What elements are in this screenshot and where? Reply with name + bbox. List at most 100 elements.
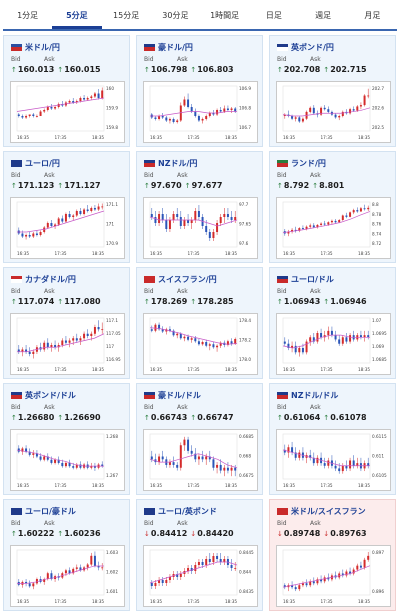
candle-body: [320, 579, 323, 582]
candle-body: [208, 559, 211, 562]
x-tick-label: 18:35: [358, 367, 370, 372]
candle-body: [168, 220, 171, 229]
mini-chart[interactable]: 0.6685 0.668 0.6675 16:35 17:35 18:35: [143, 429, 258, 491]
trend-arrow-icon: ↑: [277, 66, 283, 74]
tab-6[interactable]: 週足: [315, 11, 332, 20]
tab-0[interactable]: 1分足: [17, 11, 39, 20]
pair-name[interactable]: ユーロ/円: [25, 158, 60, 168]
pair-name[interactable]: ランド/円: [291, 158, 326, 168]
mini-chart[interactable]: 8.8 8.78 8.76 8.74 8.72 16:35 17:35 18:35: [276, 197, 391, 259]
pair-name[interactable]: NZドル/円: [158, 158, 198, 168]
tab-3[interactable]: 30分足: [162, 11, 189, 20]
candle-body: [150, 456, 153, 460]
rate-card[interactable]: NZドル/ドル Bid Ask ↑0.61064 ↑0.61078 0.6115 0.611…: [269, 383, 396, 495]
pair-name[interactable]: NZドル/ドル: [291, 390, 339, 400]
tab-1[interactable]: 5分足: [52, 3, 102, 29]
rate-card[interactable]: 米ドル/円 Bid Ask ↑160.013 ↑160.015 160 159.9 159.8…: [3, 35, 130, 147]
y-tick-label: 0.6105: [372, 473, 387, 478]
x-tick-label: 16:35: [150, 135, 162, 140]
mini-chart[interactable]: 171.1 171 170.9 16:35 17:35 18:35: [10, 197, 125, 259]
pair-name[interactable]: ユーロ/豪ドル: [25, 506, 76, 516]
pair-name[interactable]: 豪ドル/円: [158, 42, 193, 52]
rate-card[interactable]: 豪ドル/ドル Bid Ask ↑0.66743 ↑0.66747 0.6685 0.668 0…: [136, 383, 263, 495]
candle-body: [298, 348, 301, 353]
candle-body: [183, 220, 186, 226]
candle-body: [230, 108, 233, 110]
y-tick-label: 0.6685: [239, 434, 254, 439]
pair-name[interactable]: カナダドル/円: [25, 274, 76, 284]
tab-4[interactable]: 1時間足: [210, 11, 240, 20]
candle-body: [338, 116, 341, 118]
ask-label: Ask: [177, 172, 188, 179]
rate-card[interactable]: カナダドル/円 Bid Ask ↑117.074 ↑117.080 117.1 117.05…: [3, 267, 130, 379]
y-tick-label: 8.72: [372, 241, 382, 246]
bid-price: ↑0.61064: [277, 413, 320, 422]
candle-body: [309, 225, 312, 227]
moving-average-line: [149, 216, 238, 227]
rate-card[interactable]: ユーロ/豪ドル Bid Ask ↑1.60222 ↑1.60236 1.603 1.602 1…: [3, 499, 130, 611]
candle-body: [179, 217, 182, 226]
rate-card[interactable]: NZドル/円 Bid Ask ↑97.670 ↑97.677 97.7 97.65 97.6 1…: [136, 151, 263, 263]
pair-name[interactable]: スイスフラン/円: [158, 274, 217, 284]
tab-5[interactable]: 日足: [265, 11, 282, 20]
mini-chart[interactable]: 178.4 178.2 178.0 16:35 17:35 18:35: [143, 313, 258, 375]
candle-body: [187, 439, 190, 451]
mini-chart[interactable]: 106.9 106.8 106.7 16:35 17:35 18:35: [143, 81, 258, 143]
candle-body: [61, 218, 64, 222]
candle-body: [323, 335, 326, 338]
rate-card[interactable]: 英ポンド/ドル Bid Ask ↑1.26680 ↑1.26690 1.268 1.267 1…: [3, 383, 130, 495]
mini-chart[interactable]: 202.7 202.6 202.5 16:35 17:35 18:35: [276, 81, 391, 143]
y-tick-label: 0.6675: [239, 473, 254, 478]
flag-icon: [11, 43, 22, 51]
candle-body: [208, 232, 211, 238]
rate-card[interactable]: ユーロ/ドル Bid Ask ↑1.06943 ↑1.06946 1.07 1.0695 1.…: [269, 267, 396, 379]
candle-body: [161, 456, 164, 460]
tab-7[interactable]: 月足: [364, 11, 381, 20]
card-header: 米ドル/スイスフラン: [277, 505, 366, 517]
y-tick-label: 8.74: [372, 231, 382, 236]
mini-chart[interactable]: 1.07 1.0695 1.069 1.0685 16:35 17:35 18:35: [276, 313, 391, 375]
mini-chart[interactable]: 160 159.9 159.8 16:35 17:35 18:35: [10, 81, 125, 143]
candle-body: [101, 567, 104, 569]
mini-chart[interactable]: 1.603 1.602 1.601 16:35 17:35 18:35: [10, 545, 125, 607]
candle-body: [341, 215, 344, 220]
x-tick-label: 18:35: [92, 135, 104, 140]
candle-body: [154, 324, 157, 331]
candle-body: [298, 585, 301, 590]
rate-card[interactable]: 英ポンド/円 Bid Ask ↑202.708 ↑202.715 202.7 202.6 20…: [269, 35, 396, 147]
flag-icon: [144, 275, 155, 283]
y-tick-label: 117.1: [106, 318, 118, 323]
candlestick-chart: 0.8445 0.844 0.8435 16:35 17:35 18:35: [149, 549, 254, 604]
rate-card[interactable]: ユーロ/円 Bid Ask ↑171.123 ↑171.127 171.1 171 170.9…: [3, 151, 130, 263]
candle-body: [168, 119, 171, 121]
candle-body: [205, 116, 208, 119]
candle-body: [301, 583, 304, 586]
ask-label: Ask: [44, 56, 55, 63]
rate-card[interactable]: 米ドル/スイスフラン Bid Ask ↓0.89748 ↓0.89763 0.897 0.8…: [269, 499, 396, 611]
candle-body: [320, 107, 323, 115]
pair-name[interactable]: 米ドル/スイスフラン: [291, 506, 366, 516]
candle-body: [197, 456, 200, 460]
mini-chart[interactable]: 1.268 1.267 16:35 17:35 18:35: [10, 429, 125, 491]
mini-chart[interactable]: 117.1 117.05 117 116.95 16:35 17:35 18:35: [10, 313, 125, 375]
mini-chart[interactable]: 0.8445 0.844 0.8435 16:35 17:35 18:35: [143, 545, 258, 607]
rate-card[interactable]: ランド/円 Bid Ask ↑8.792 ↑8.801 8.8 8.78 8.76 8.74 8.…: [269, 151, 396, 263]
rate-card[interactable]: ユーロ/英ポンド Bid Ask ↓0.84412 ↓0.84420 0.8445 0.84…: [136, 499, 263, 611]
trend-arrow-icon: ↓: [190, 530, 197, 538]
pair-name[interactable]: 米ドル/円: [25, 42, 60, 52]
tab-2[interactable]: 15分足: [113, 11, 140, 20]
mini-chart[interactable]: 97.7 97.65 97.6 16:35 17:35 18:35: [143, 197, 258, 259]
rate-card[interactable]: 豪ドル/円 Bid Ask ↑106.798 ↑106.803 106.9 106.8 106…: [136, 35, 263, 147]
pair-name[interactable]: 英ポンド/ドル: [25, 390, 76, 400]
rate-card[interactable]: スイスフラン/円 Bid Ask ↑178.269 ↑178.285 178.4 178.2…: [136, 267, 263, 379]
candle-body: [205, 342, 208, 346]
mini-chart[interactable]: 0.6115 0.611 0.6105 16:35 17:35 18:35: [276, 429, 391, 491]
pair-name[interactable]: 英ポンド/円: [291, 42, 334, 52]
pair-name[interactable]: 豪ドル/ドル: [158, 390, 201, 400]
pair-name[interactable]: ユーロ/英ポンド: [158, 506, 217, 516]
bid-ask-labels: Bid Ask: [144, 56, 210, 63]
mini-chart[interactable]: 0.897 0.896 16:35 17:35 18:35: [276, 545, 391, 607]
bid-ask-labels: Bid Ask: [11, 520, 77, 527]
y-tick-label: 0.6115: [372, 434, 387, 439]
pair-name[interactable]: ユーロ/ドル: [291, 274, 334, 284]
